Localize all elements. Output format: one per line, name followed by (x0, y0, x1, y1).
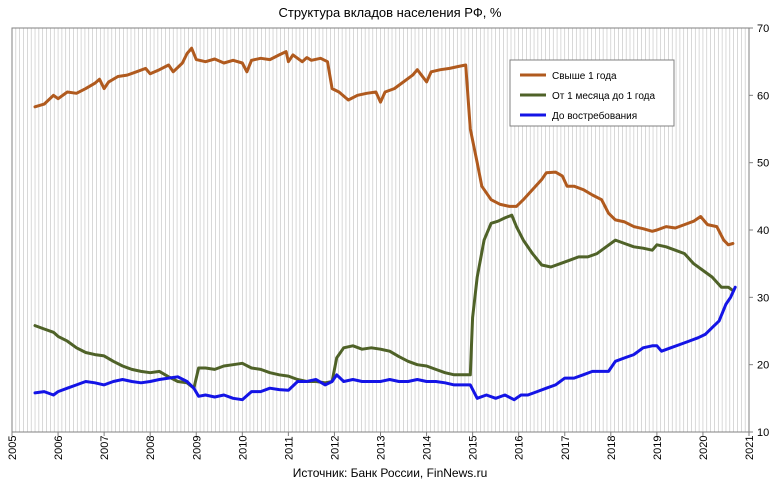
y-tick-label: 70 (757, 23, 769, 35)
y-axis-ticks: 10 20 30 40 50 60 70 (749, 23, 769, 439)
legend: Свыше 1 года От 1 месяца до 1 года До вост… (509, 59, 675, 127)
series-line-over_1_year (33, 46, 735, 247)
x-tick-label: 2012 (329, 436, 341, 460)
x-tick-label: 2015 (468, 436, 480, 460)
x-axis-ticks: 2005 2006 2007 2008 2009 2010 2011 2012 2013 2014… (7, 432, 756, 460)
x-tick-label: 2021 (744, 436, 756, 460)
x-tick-label: 2009 (191, 436, 203, 460)
x-tick-label: 2014 (422, 436, 434, 460)
x-tick-label: 2013 (376, 436, 388, 460)
y-tick-label: 60 (757, 90, 769, 102)
x-tick-label: 2016 (514, 436, 526, 460)
x-tick-label: 2005 (7, 436, 19, 460)
y-tick-label: 20 (757, 360, 769, 372)
x-tick-label: 2020 (698, 436, 710, 460)
grid (15, 28, 746, 432)
source-note: Источник: Банк России, FinNews.ru (293, 466, 488, 480)
legend-label-over_1_year: Свыше 1 года (552, 71, 617, 82)
x-tick-label: 2010 (237, 436, 249, 460)
x-tick-label: 2008 (145, 436, 157, 460)
x-tick-label: 2007 (99, 436, 111, 460)
y-tick-label: 10 (757, 427, 769, 439)
y-tick-label: 30 (757, 292, 769, 304)
series-lines (33, 46, 737, 402)
legend-label-on_demand: До востребования (552, 110, 637, 122)
series-line-1_month_to_1_year (33, 213, 735, 390)
y-tick-label: 50 (757, 158, 769, 170)
x-tick-label: 2018 (606, 436, 618, 460)
legend-label-1_month_to_1_year: От 1 месяца до 1 года (552, 91, 656, 102)
series-line-on_demand (33, 285, 737, 402)
x-tick-label: 2017 (560, 436, 572, 460)
y-tick-label: 40 (757, 225, 769, 237)
x-tick-label: 2006 (53, 436, 65, 460)
x-tick-label: 2011 (283, 436, 295, 460)
chart-title: Структура вкладов населения РФ, % (279, 5, 502, 20)
x-tick-label: 2019 (652, 436, 664, 460)
